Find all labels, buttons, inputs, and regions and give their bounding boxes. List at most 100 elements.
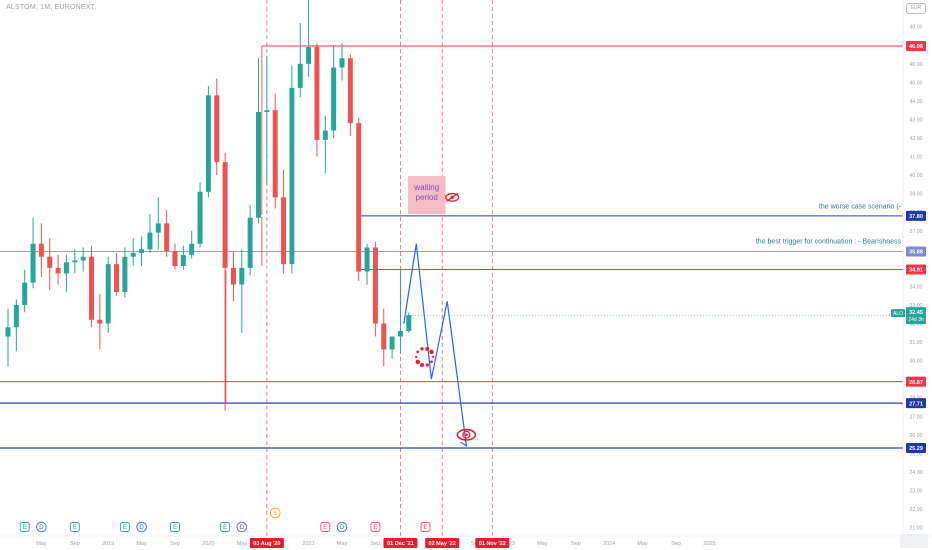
event-lines [266, 0, 493, 536]
candle-body [30, 243, 36, 283]
candle-body [264, 110, 270, 113]
bar-countdown-label: 24d 3h [908, 317, 924, 323]
y-tick-label: 46.00 [910, 62, 923, 68]
projection-line [403, 243, 468, 447]
candle-body [63, 262, 69, 274]
y-tick-label: 23.00 [910, 488, 923, 494]
x-tick-label: May [637, 541, 648, 547]
candle-body [247, 217, 253, 268]
event-icon-label: D [240, 525, 245, 531]
candle-body [22, 282, 28, 305]
candlesticks [5, 0, 903, 411]
symbol-badge [891, 309, 905, 318]
split-event-label: S [273, 511, 277, 517]
loading-spinner-icon [415, 359, 421, 365]
date-marker-label: 03 Aug '20 [253, 541, 280, 547]
event-icon-label: D [139, 525, 144, 531]
level-price-badge [906, 376, 926, 387]
earnings-event-icon [370, 522, 381, 532]
level-price-badge [906, 41, 926, 51]
candle-body [381, 323, 387, 350]
date-marker-badge [425, 538, 460, 548]
candle-body [389, 336, 395, 350]
candle-body [180, 254, 186, 267]
candle-body [172, 251, 178, 267]
tradingview-logo [900, 534, 928, 548]
eye-hidden-icon-slash [445, 192, 459, 202]
level-price-badge [906, 398, 926, 409]
candle-body [314, 47, 320, 140]
x-tick-label: 2020 [202, 541, 214, 547]
candle-body [372, 247, 378, 324]
candle-body [80, 256, 86, 261]
date-marker-badge [475, 538, 510, 548]
candle-body [397, 330, 403, 337]
candle-body [189, 243, 195, 255]
x-tick-label: May [36, 541, 47, 547]
level-line-mask [0, 214, 360, 217]
candle-body [230, 267, 236, 285]
event-icon-label: E [173, 525, 177, 531]
candle-body [222, 162, 228, 268]
x-tick-label: Sep [70, 541, 80, 547]
event-icon-label: E [123, 525, 127, 531]
event-icon-label: E [23, 525, 27, 531]
date-marker-badge [383, 538, 418, 548]
level-price-badge [906, 246, 926, 257]
earnings-event-icon [69, 522, 80, 532]
x-tick-label: May [136, 541, 147, 547]
candle-body [105, 264, 111, 324]
x-tick-label: Sep [671, 541, 681, 547]
candle-body [147, 232, 153, 250]
chart-symbol-title: ALSTOM, 1M, EURONEXT [6, 4, 96, 11]
loading-spinner-icon [430, 360, 433, 364]
loading-spinner-icon [416, 350, 420, 354]
x-tick-label: 2025 [703, 541, 715, 547]
event-icon-label: E [423, 525, 427, 531]
y-tick-label: 40.00 [910, 173, 923, 179]
x-tick-label: Sep [571, 541, 581, 547]
level-line-mask [0, 45, 262, 47]
candle-body [5, 327, 11, 337]
candle-body [155, 223, 161, 233]
event-icon-label: E [323, 525, 327, 531]
y-tick-label: 30.00 [910, 359, 923, 365]
date-marker-label: 02 May '22 [429, 541, 456, 547]
event-icon-label: D [39, 525, 44, 531]
earnings-event-icon [119, 522, 130, 532]
y-tick-label: 32.00 [910, 322, 923, 328]
currency-button[interactable]: EUR [906, 3, 926, 14]
candle-body [347, 58, 353, 124]
loading-spinner-icon [420, 363, 424, 367]
eye-icon-iris [462, 430, 471, 439]
x-tick-label: Sep [371, 541, 381, 547]
y-tick-label: 21.00 [910, 526, 923, 532]
x-tick-label: May [337, 541, 348, 547]
candle-body [97, 319, 103, 324]
y-tick-label: 43.00 [910, 117, 923, 123]
candle-body [47, 256, 53, 268]
candle-body [297, 63, 303, 88]
date-marker-label: 01 Dec '21 [387, 541, 414, 547]
candle-body [197, 191, 203, 244]
x-tick-label: Sep [170, 541, 180, 547]
loading-spinner-icon [415, 355, 418, 358]
earnings-event-icon [420, 522, 431, 532]
y-tick-label: 45.00 [910, 80, 923, 86]
y-tick-label: 25.00 [910, 451, 923, 457]
earnings-event-icon [220, 522, 231, 532]
loading-spinner-icon [432, 355, 435, 358]
period-label: period [416, 193, 438, 202]
x-tick-label: 2019 [102, 541, 114, 547]
date-marker-badge [249, 538, 284, 548]
candle-body [406, 315, 412, 331]
event-icon-label: E [223, 525, 227, 531]
earnings-event-icon [320, 522, 331, 532]
y-tick-label: 41.00 [910, 155, 923, 161]
earnings-event-icon [170, 522, 180, 532]
candle-body [239, 267, 245, 285]
level-price-label: 37.80 [909, 214, 923, 220]
eye-icon [456, 428, 477, 441]
